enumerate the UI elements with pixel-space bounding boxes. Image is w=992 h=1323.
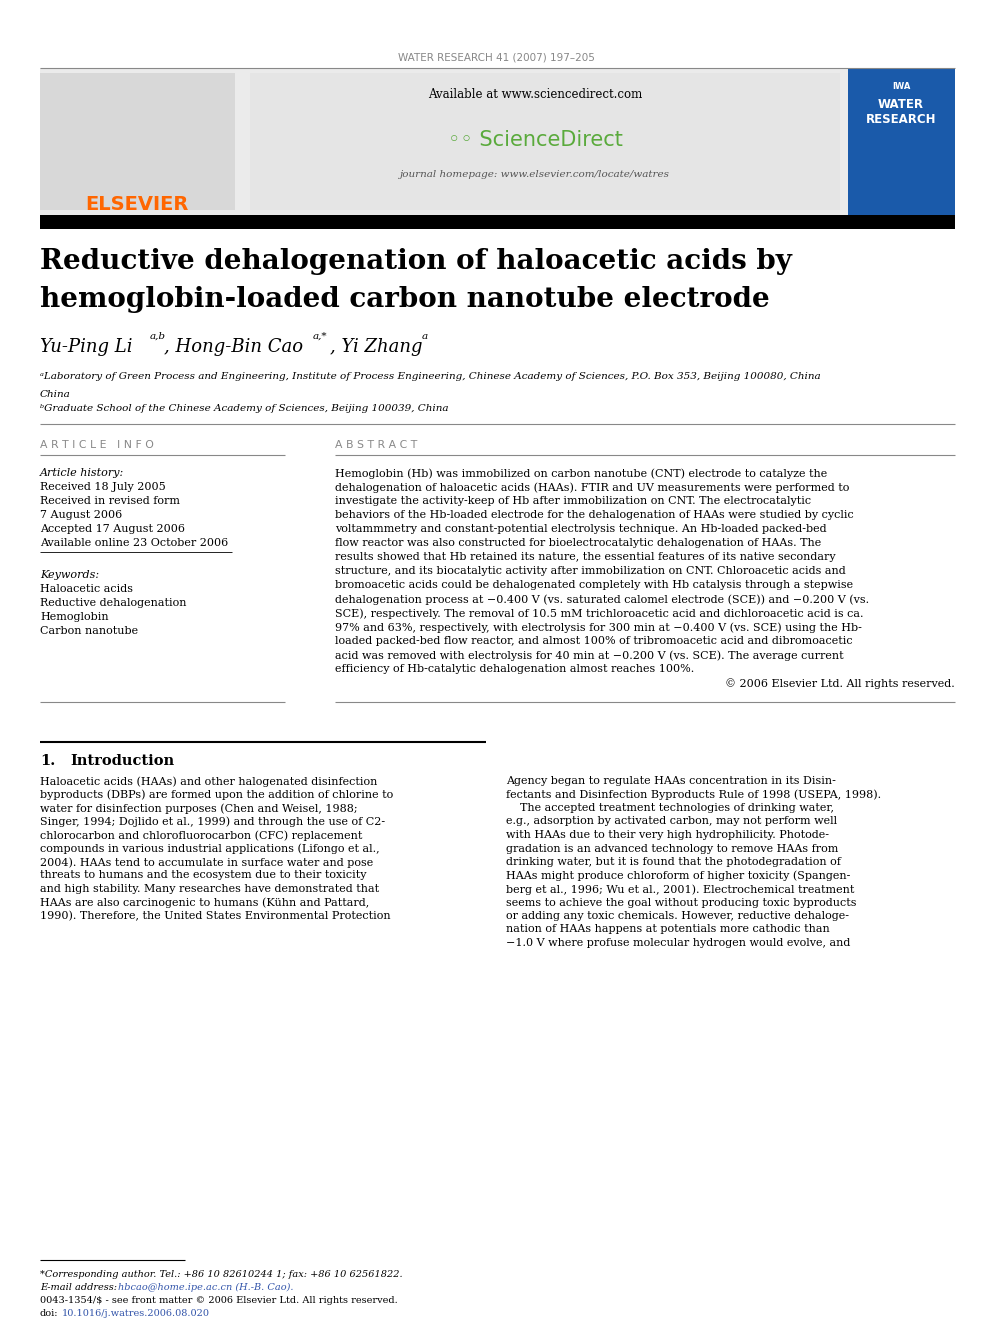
Text: Available at www.sciencedirect.com: Available at www.sciencedirect.com [428,89,642,101]
Text: with HAAs due to their very high hydrophilicity. Photode-: with HAAs due to their very high hydroph… [506,830,829,840]
Text: dehalogenation process at −0.400 V (vs. saturated calomel electrode (SCE)) and −: dehalogenation process at −0.400 V (vs. … [335,594,869,605]
Text: efficiency of Hb-catalytic dehalogenation almost reaches 100%.: efficiency of Hb-catalytic dehalogenatio… [335,664,694,673]
Bar [40,216,955,229]
Text: Hemoglobin (Hb) was immobilized on carbon nanotube (CNT) electrode to catalyze t: Hemoglobin (Hb) was immobilized on carbo… [335,468,827,479]
Text: E-mail address:: E-mail address: [40,1283,120,1293]
Text: China: China [40,390,70,400]
Text: berg et al., 1996; Wu et al., 2001). Electrochemical treatment: berg et al., 1996; Wu et al., 2001). Ele… [506,884,854,894]
Text: , Yi Zhang: , Yi Zhang [330,337,423,356]
Text: 1990). Therefore, the United States Environmental Protection: 1990). Therefore, the United States Envi… [40,912,391,921]
Text: A B S T R A C T: A B S T R A C T [335,441,418,450]
Text: Agency began to regulate HAAs concentration in its Disin-: Agency began to regulate HAAs concentrat… [506,777,836,786]
Text: a: a [422,332,429,341]
Bar [40,73,235,210]
Text: *Corresponding author. Tel.: +86 10 82610244 1; fax: +86 10 62561822.: *Corresponding author. Tel.: +86 10 8261… [40,1270,403,1279]
Text: results showed that Hb retained its nature, the essential features of its native: results showed that Hb retained its natu… [335,552,835,562]
Text: voltammmetry and constant-potential electrolysis technique. An Hb-loaded packed-: voltammmetry and constant-potential elec… [335,524,826,534]
Text: ᵃLaboratory of Green Process and Engineering, Institute of Process Engineering, : ᵃLaboratory of Green Process and Enginee… [40,372,820,381]
Text: ᵇGraduate School of the Chinese Academy of Sciences, Beijing 100039, China: ᵇGraduate School of the Chinese Academy … [40,404,448,413]
Text: fectants and Disinfection Byproducts Rule of 1998 (USEPA, 1998).: fectants and Disinfection Byproducts Rul… [506,790,881,800]
Text: loaded packed-bed flow reactor, and almost 100% of tribromoacetic acid and dibro: loaded packed-bed flow reactor, and almo… [335,636,853,646]
Text: compounds in various industrial applications (Lifongo et al.,: compounds in various industrial applicat… [40,844,380,855]
Bar [848,67,955,216]
Text: WATER
RESEARCH: WATER RESEARCH [866,98,936,126]
Text: Carbon nanotube: Carbon nanotube [40,626,138,636]
Text: water for disinfection purposes (Chen and Weisel, 1988;: water for disinfection purposes (Chen an… [40,803,358,814]
Text: Haloacetic acids (HAAs) and other halogenated disinfection: Haloacetic acids (HAAs) and other haloge… [40,777,377,787]
Text: doi:: doi: [40,1308,59,1318]
Text: Available online 23 October 2006: Available online 23 October 2006 [40,538,228,548]
Text: Hemoglobin: Hemoglobin [40,613,109,622]
Text: Article history:: Article history: [40,468,124,478]
Text: chlorocarbon and chlorofluorocarbon (CFC) replacement: chlorocarbon and chlorofluorocarbon (CFC… [40,830,362,840]
Text: 0043-1354/$ - see front matter © 2006 Elsevier Ltd. All rights reserved.: 0043-1354/$ - see front matter © 2006 El… [40,1297,398,1304]
Text: acid was removed with electrolysis for 40 min at −0.200 V (vs. SCE). The average: acid was removed with electrolysis for 4… [335,650,843,660]
Text: Introduction: Introduction [70,754,175,767]
Text: Received in revised form: Received in revised form [40,496,180,505]
Text: Singer, 1994; Dojlido et al., 1999) and through the use of C2-: Singer, 1994; Dojlido et al., 1999) and … [40,816,385,827]
Text: Received 18 July 2005: Received 18 July 2005 [40,482,166,492]
Text: Reductive dehalogenation: Reductive dehalogenation [40,598,186,609]
Text: Haloacetic acids: Haloacetic acids [40,583,133,594]
Text: nation of HAAs happens at potentials more cathodic than: nation of HAAs happens at potentials mor… [506,925,829,934]
Text: gradation is an advanced technology to remove HAAs from: gradation is an advanced technology to r… [506,844,838,853]
Text: −1.0 V where profuse molecular hydrogen would evolve, and: −1.0 V where profuse molecular hydrogen … [506,938,850,949]
Text: flow reactor was also constructed for bioelectrocatalytic dehalogenation of HAAs: flow reactor was also constructed for bi… [335,538,821,548]
Text: byproducts (DBPs) are formed upon the addition of chlorine to: byproducts (DBPs) are formed upon the ad… [40,790,393,800]
Text: or adding any toxic chemicals. However, reductive dehaloge-: or adding any toxic chemicals. However, … [506,912,849,921]
Text: and high stability. Many researches have demonstrated that: and high stability. Many researches have… [40,884,379,894]
Text: 97% and 63%, respectively, with electrolysis for 300 min at −0.400 V (vs. SCE) u: 97% and 63%, respectively, with electrol… [335,622,862,632]
Bar [40,67,955,216]
Text: ELSEVIER: ELSEVIER [85,194,188,214]
Text: WATER RESEARCH 41 (2007) 197–205: WATER RESEARCH 41 (2007) 197–205 [398,52,594,62]
Text: Reductive dehalogenation of haloacetic acids by: Reductive dehalogenation of haloacetic a… [40,247,792,275]
Text: bromoacetic acids could be dehalogenated completely with Hb catalysis through a : bromoacetic acids could be dehalogenated… [335,579,853,590]
Text: 1.: 1. [40,754,56,767]
Text: , Hong-Bin Cao: , Hong-Bin Cao [164,337,304,356]
Text: investigate the activity-keep of Hb after immobilization on CNT. The electrocata: investigate the activity-keep of Hb afte… [335,496,811,505]
Text: threats to humans and the ecosystem due to their toxicity: threats to humans and the ecosystem due … [40,871,366,881]
Text: structure, and its biocatalytic activity after immobilization on CNT. Chloroacet: structure, and its biocatalytic activity… [335,566,846,576]
Text: 7 August 2006: 7 August 2006 [40,509,122,520]
Text: HAAs might produce chloroform of higher toxicity (Spangen-: HAAs might produce chloroform of higher … [506,871,850,881]
Text: SCE), respectively. The removal of 10.5 mM trichloroacetic acid and dichloroacet: SCE), respectively. The removal of 10.5 … [335,609,863,619]
Text: drinking water, but it is found that the photodegradation of: drinking water, but it is found that the… [506,857,841,867]
Text: e.g., adsorption by activated carbon, may not perform well: e.g., adsorption by activated carbon, ma… [506,816,837,827]
Text: a,*: a,* [313,332,327,341]
Text: The accepted treatment technologies of drinking water,: The accepted treatment technologies of d… [506,803,834,814]
Text: © 2006 Elsevier Ltd. All rights reserved.: © 2006 Elsevier Ltd. All rights reserved… [725,677,955,689]
Text: behaviors of the Hb-loaded electrode for the dehalogenation of HAAs were studied: behaviors of the Hb-loaded electrode for… [335,509,854,520]
Text: seems to achieve the goal without producing toxic byproducts: seems to achieve the goal without produc… [506,897,856,908]
Text: HAAs are also carcinogenic to humans (Kühn and Pattard,: HAAs are also carcinogenic to humans (Kü… [40,897,369,908]
Text: dehalogenation of haloacetic acids (HAAs). FTIR and UV measurements were perform: dehalogenation of haloacetic acids (HAAs… [335,482,849,492]
Text: Keywords:: Keywords: [40,570,99,579]
Text: hbcao@home.ipe.ac.cn (H.-B. Cao).: hbcao@home.ipe.ac.cn (H.-B. Cao). [118,1283,294,1293]
Text: IWA: IWA [892,82,911,91]
Text: Yu-Ping Li: Yu-Ping Li [40,337,133,356]
Text: Accepted 17 August 2006: Accepted 17 August 2006 [40,524,185,534]
Text: ◦◦ ScienceDirect: ◦◦ ScienceDirect [447,130,622,149]
Text: a,b: a,b [150,332,166,341]
Text: hemoglobin-loaded carbon nanotube electrode: hemoglobin-loaded carbon nanotube electr… [40,286,770,314]
Text: 2004). HAAs tend to accumulate in surface water and pose: 2004). HAAs tend to accumulate in surfac… [40,857,373,868]
Text: journal homepage: www.elsevier.com/locate/watres: journal homepage: www.elsevier.com/locat… [400,169,670,179]
Text: 10.1016/j.watres.2006.08.020: 10.1016/j.watres.2006.08.020 [62,1308,210,1318]
Bar [250,73,840,210]
Text: A R T I C L E   I N F O: A R T I C L E I N F O [40,441,154,450]
